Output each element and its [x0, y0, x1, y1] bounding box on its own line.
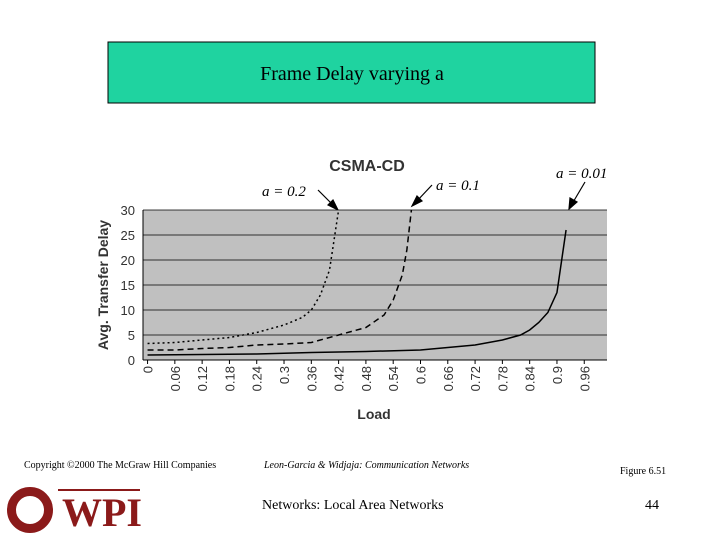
- figure-number: Figure 6.51: [620, 466, 666, 477]
- seal-inner: [14, 494, 46, 526]
- y-tick-label: 15: [121, 278, 135, 293]
- copyright: Copyright ©2000 The McGraw Hill Companie…: [24, 460, 216, 471]
- book-credit: Leon-Garcia & Widjaja: Communication Net…: [263, 460, 469, 471]
- x-tick-label: 0.84: [523, 366, 538, 391]
- y-tick-label: 25: [121, 228, 135, 243]
- x-tick-label: 0.48: [359, 366, 374, 391]
- x-tick-label: 0: [141, 366, 156, 373]
- x-tick-label: 0.18: [222, 366, 237, 391]
- x-tick-label: 0.42: [332, 366, 347, 391]
- page-number: 44: [645, 498, 659, 513]
- y-tick-label: 20: [121, 253, 135, 268]
- series-line: [147, 209, 413, 351]
- x-tick-label: 0.72: [468, 366, 483, 391]
- series-line: [147, 209, 340, 345]
- logo-text: WPI: [62, 490, 142, 535]
- x-tick-label: 0.06: [168, 366, 183, 391]
- y-tick-label: 5: [128, 328, 135, 343]
- footer: Networks: Local Area Networks: [262, 498, 444, 513]
- x-tick-label: 0.96: [577, 366, 592, 391]
- x-tick-label: 0.24: [250, 366, 265, 391]
- logo: WPI: [5, 485, 142, 535]
- x-tick-label: 0.54: [386, 366, 401, 391]
- x-tick-label: 0.3: [277, 366, 292, 384]
- series-annotation: a = 0.1: [436, 178, 480, 194]
- y-axis-label: Avg. Transfer Delay: [95, 220, 111, 350]
- x-axis-label: Load: [357, 406, 390, 422]
- series-annotation: a = 0.2: [262, 184, 306, 200]
- x-tick-label: 0.36: [304, 366, 319, 391]
- x-tick-label: 0.78: [495, 366, 510, 391]
- title-box: [107, 41, 596, 104]
- y-tick-label: 30: [121, 203, 135, 218]
- x-tick-label: 0.66: [441, 366, 456, 391]
- series-annotation: a = 0.01: [556, 166, 607, 182]
- arrowhead: [326, 198, 340, 212]
- chart-title: CSMA-CD: [329, 158, 405, 175]
- arrowhead: [410, 194, 424, 208]
- x-tick-label: 0.12: [195, 366, 210, 391]
- y-tick-label: 10: [121, 303, 135, 318]
- arrowhead: [568, 197, 579, 211]
- annotation-arrows: [317, 181, 586, 212]
- series-line: [147, 229, 567, 356]
- y-tick-label: 0: [128, 353, 135, 368]
- x-tick-label: 0.6: [413, 366, 428, 384]
- slide-title: Frame Delay varying a: [260, 63, 444, 85]
- x-tick-label: 0.9: [550, 366, 565, 384]
